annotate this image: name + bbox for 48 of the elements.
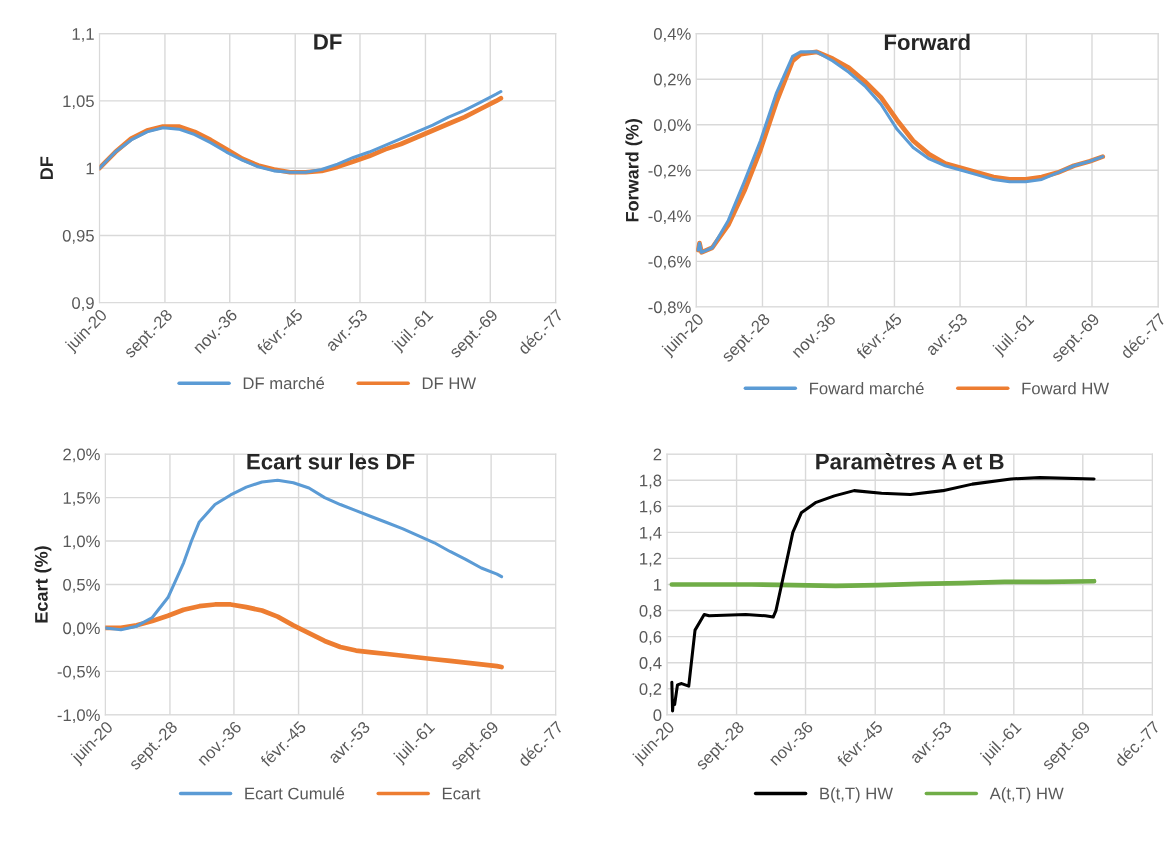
y-tick-label: 2: [653, 448, 662, 461]
y-tick-label: 0,5%: [63, 578, 100, 593]
y-tick-label: 1,6: [640, 500, 662, 515]
y-tick-label: 0,0%: [653, 119, 691, 133]
y-axis-title: Forward (%): [625, 119, 643, 222]
y-tick-label: 0,95: [62, 229, 94, 244]
chart-title: Ecart sur les DF: [247, 453, 415, 470]
legend-label: Ecart: [442, 787, 481, 800]
y-tick-label: 2,0%: [63, 448, 100, 463]
y-tick-label: 0,8: [639, 604, 662, 619]
y-tick-label: 0,0%: [63, 622, 100, 637]
y-axis-title: Ecart (%): [34, 546, 52, 623]
chart-title: DF: [314, 34, 342, 50]
y-tick-label: 0,2: [639, 683, 662, 697]
y-tick-label: 0,2%: [653, 73, 691, 88]
chart-title: Paramètres A et B: [816, 452, 1004, 470]
legend-label: Foward marché: [810, 381, 924, 395]
y-tick-label: 0: [653, 709, 662, 722]
legend-label: DF HW: [422, 377, 477, 390]
y-tick-label: 1: [86, 162, 94, 175]
legend-label: DF marché: [243, 376, 325, 390]
y-tick-label: 1,4: [640, 526, 662, 541]
line-series: [670, 476, 1096, 713]
y-tick-label: -0,2%: [648, 164, 691, 179]
y-tick-label: 0,4: [639, 657, 662, 671]
line-series: [105, 478, 504, 632]
y-tick-label: -0,6%: [648, 255, 691, 270]
y-tick-label: 1,2: [640, 552, 662, 567]
y-tick-label: 1,05: [63, 95, 94, 110]
y-tick-label: -0,4%: [648, 210, 691, 225]
y-tick-label: 1,8: [640, 474, 662, 489]
y-tick-label: 1,1: [72, 28, 94, 42]
y-tick-label: 0,4%: [653, 28, 691, 42]
y-axis-title: DF: [40, 156, 53, 180]
legend-label: Foward HW: [1022, 382, 1110, 395]
y-tick-label: 0,6: [639, 631, 662, 645]
y-tick-label: -0,5%: [57, 665, 100, 680]
legend-label: B(t,T) HW: [820, 787, 893, 803]
chart-title: Forward: [884, 33, 970, 51]
y-tick-label: 0,9: [72, 297, 94, 311]
legend-label: A(t,T) HW: [989, 787, 1064, 803]
legend-label: Ecart Cumulé: [245, 787, 345, 800]
line-series: [105, 602, 504, 670]
y-tick-label: -0,8%: [648, 301, 691, 316]
y-tick-label: 1,5%: [63, 492, 100, 506]
y-tick-label: -1,0%: [57, 709, 100, 724]
y-tick-label: 1: [654, 579, 662, 591]
y-tick-label: 1,0%: [63, 535, 100, 550]
